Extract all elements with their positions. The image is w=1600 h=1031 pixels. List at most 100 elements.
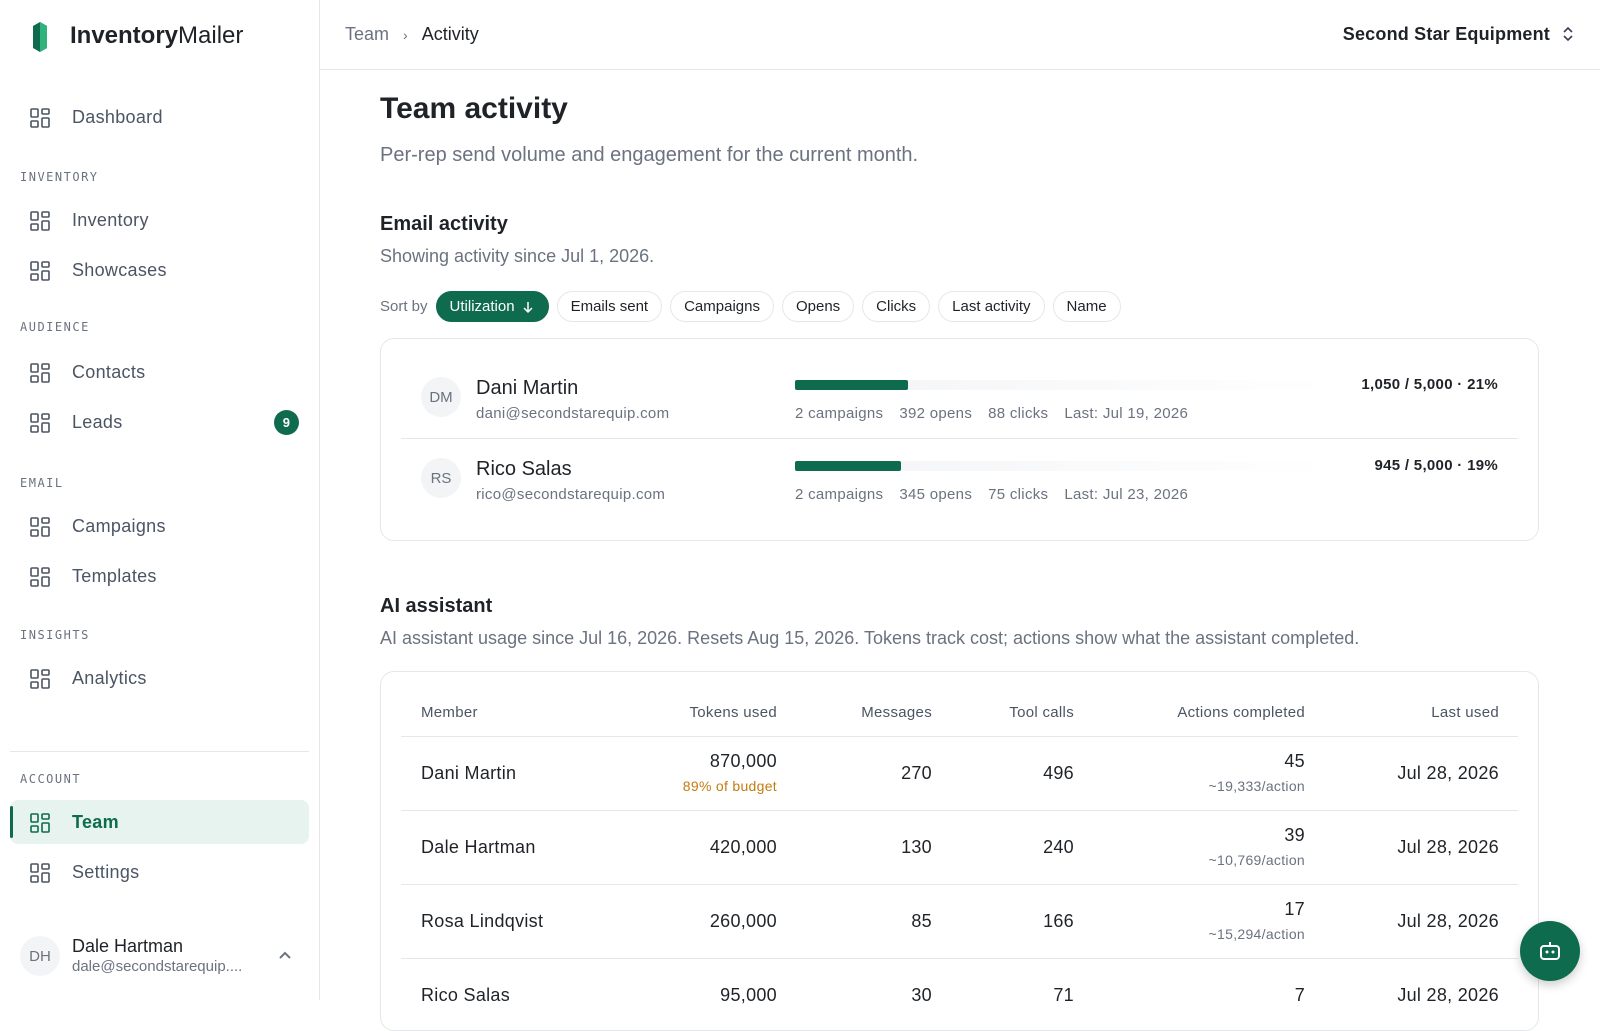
- rep-name: Dani Martin: [476, 377, 579, 399]
- cell-actions: 7: [1294, 985, 1305, 1005]
- user-avatar: DH: [20, 936, 60, 976]
- nav-icon: [30, 413, 50, 433]
- sort-option[interactable]: Utilization: [435, 291, 549, 322]
- cell-last-used: Jul 28, 2026: [1397, 985, 1499, 1005]
- usage-label: 1,050 / 5,000 · 21%: [1361, 376, 1498, 393]
- nav-item[interactable]: Templates: [10, 554, 309, 598]
- sort-option[interactable]: Name: [1052, 291, 1121, 322]
- sidebar: InventoryMailer Dashboard INVENTORY Invent…: [0, 0, 320, 1000]
- brand-bold: Inventory: [70, 22, 179, 49]
- cell-messages: 270: [901, 763, 932, 783]
- brand-light: Mailer: [178, 22, 244, 49]
- nav-icon: [30, 108, 50, 128]
- nav-item[interactable]: Inventory: [10, 198, 309, 242]
- rep-row: DM Dani Martin dani@secondstarequip.com 1,0…: [401, 359, 1518, 439]
- nav-section: AUDIENCE: [20, 320, 90, 334]
- section-heading: AI assistant: [380, 595, 493, 617]
- nav-label: Inventory: [72, 209, 149, 230]
- cell-tool-calls: 496: [1043, 763, 1074, 783]
- rep-stat: 88 clicks: [988, 405, 1049, 422]
- per-action: ~19,333/action: [1208, 778, 1305, 794]
- user-name: Dale Hartman: [72, 936, 184, 956]
- usage-track: [795, 380, 1335, 390]
- nav-label: Dashboard: [72, 106, 163, 127]
- section-description: Showing activity since Jul 1, 2026.: [380, 246, 655, 266]
- nav-label: Campaigns: [72, 515, 166, 536]
- cell-tool-calls: 71: [1053, 985, 1074, 1005]
- crumb[interactable]: Team: [345, 24, 390, 44]
- cell-tokens: 870,000: [709, 751, 777, 771]
- column-header: Member: [421, 704, 478, 721]
- column-header: Messages: [861, 704, 932, 721]
- rep-stat: Last: Jul 23, 2026: [1064, 486, 1189, 503]
- rep-avatar: DM: [421, 377, 461, 417]
- usage-bar: [795, 380, 908, 390]
- email-card: DM Dani Martin dani@secondstarequip.com 1,0…: [380, 338, 1539, 541]
- nav-label: Templates: [72, 565, 157, 586]
- header-rule: [401, 736, 1518, 737]
- nav-item[interactable]: Showcases: [10, 248, 309, 292]
- cell-member: Dani Martin: [421, 763, 517, 783]
- nav-item[interactable]: Campaigns: [10, 504, 309, 548]
- rep-name: Rico Salas: [476, 458, 572, 480]
- nav-icon: [30, 813, 50, 833]
- rep-email: rico@secondstarequip.com: [476, 486, 666, 503]
- sort-bar: Sort by Utilization Emails sent Campaigns O…: [380, 291, 1129, 322]
- sort-option[interactable]: Campaigns: [670, 291, 774, 322]
- page-subtitle: Per-rep send volume and engagement for t…: [380, 144, 919, 166]
- cell-tokens: 95,000: [720, 985, 777, 1005]
- nav-label: Settings: [72, 861, 140, 882]
- rep-stat: 2 campaigns: [795, 486, 884, 503]
- column-header: Last used: [1431, 704, 1499, 721]
- sort-label: Sort by: [380, 298, 428, 315]
- assistant-button[interactable]: [1520, 921, 1580, 981]
- breadcrumb: Team › Activity: [345, 24, 479, 44]
- nav-badge: 9: [274, 410, 299, 435]
- nav-label: Contacts: [72, 361, 146, 382]
- nav-item[interactable]: Contacts: [10, 350, 309, 394]
- usage-track: [795, 461, 1335, 471]
- nav-item[interactable]: Analytics: [10, 656, 309, 700]
- usage-label: 945 / 5,000 · 19%: [1374, 457, 1498, 474]
- cell-last-used: Jul 28, 2026: [1397, 837, 1499, 857]
- sort-option[interactable]: Last activity: [938, 291, 1045, 322]
- cell-last-used: Jul 28, 2026: [1397, 763, 1499, 783]
- sort-option[interactable]: Emails sent: [556, 291, 663, 322]
- brand: InventoryMailer: [70, 22, 243, 50]
- nav-item[interactable]: Leads 9: [10, 400, 309, 444]
- chevron: [279, 951, 291, 959]
- cell-actions: 39: [1284, 825, 1305, 845]
- org-switcher[interactable]: Second Star Equipment: [1342, 24, 1550, 44]
- nav-icon: [30, 863, 50, 883]
- switcher-icon: [1563, 26, 1573, 42]
- rep-stat: 75 clicks: [988, 486, 1049, 503]
- user-email: dale@secondstarequip....: [72, 958, 243, 975]
- per-action: ~10,769/action: [1208, 852, 1305, 868]
- cell-tool-calls: 166: [1043, 911, 1074, 931]
- user-menu[interactable]: DH Dale Hartman dale@secondstarequip....: [20, 936, 310, 976]
- cell-messages: 130: [901, 837, 932, 857]
- cell-last-used: Jul 28, 2026: [1397, 911, 1499, 931]
- nav-icon: [30, 261, 50, 281]
- nav-section: EMAIL: [20, 476, 64, 490]
- nav-label: Leads: [72, 411, 123, 432]
- divider: [10, 751, 309, 752]
- cell-member: Rosa Lindqvist: [421, 911, 544, 931]
- nav-icon: [30, 363, 50, 383]
- ai-table: Member Tokens used Messages Tool calls Actio…: [380, 671, 1539, 1031]
- sort-option[interactable]: Opens: [781, 291, 855, 322]
- nav-item[interactable]: Dashboard: [10, 95, 309, 139]
- nav-item[interactable]: Team: [10, 800, 309, 844]
- per-action: ~15,294/action: [1208, 926, 1305, 942]
- nav-icon: [30, 669, 50, 689]
- sort-option[interactable]: Clicks: [862, 291, 931, 322]
- nav-section: INSIGHTS: [20, 628, 90, 642]
- page-title: Team activity: [380, 92, 568, 125]
- cell-tokens: 420,000: [709, 837, 777, 857]
- nav-icon: [30, 517, 50, 537]
- cell-messages: 30: [911, 985, 932, 1005]
- sort-arrow: [523, 301, 533, 313]
- nav-icon: [30, 567, 50, 587]
- nav-item[interactable]: Settings: [10, 850, 309, 894]
